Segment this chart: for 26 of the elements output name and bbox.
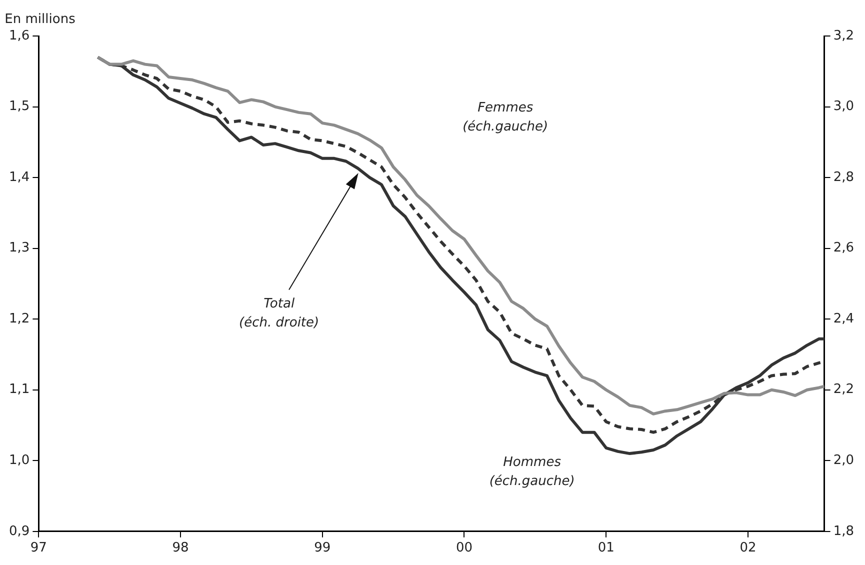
y-tick-label: 1,4 [8, 170, 30, 185]
y-tick-label: 1,5 [8, 99, 30, 114]
y2-tick-label: 3,2 [833, 28, 854, 44]
y-tick-label: 0,9 [8, 524, 30, 539]
y2-tick-label: 2,6 [833, 240, 854, 256]
annotation: Hommes (éch.gauche) [489, 454, 575, 489]
y-tick-label: 1,6 [8, 28, 30, 44]
y-tick-label: 1,2 [8, 311, 30, 326]
annotation: Total (éch. droite) [239, 296, 320, 330]
annotation: Femmes (éch.gauche) [462, 100, 548, 135]
y2-tick-label: 1,8 [833, 524, 854, 539]
x-tick-label: 98 [172, 540, 189, 556]
x-tick-label: 97 [30, 540, 47, 556]
y2-tick-label: 2,4 [833, 311, 854, 326]
y-tick-label: 1,1 [8, 382, 30, 398]
x-tick-label: 01 [598, 540, 614, 556]
y2-tick-label: 2,2 [833, 382, 854, 398]
y2-tick-label: 2,8 [833, 170, 854, 185]
y-tick-label: 1,3 [8, 240, 30, 256]
y2-tick-label: 2,0 [833, 453, 854, 468]
x-tick-label: 00 [456, 540, 473, 556]
x-tick-label: 99 [314, 540, 331, 556]
y-axis-title: En millions [4, 12, 76, 27]
y-tick-label: 1,0 [8, 453, 30, 468]
x-tick-label: 02 [740, 540, 756, 556]
y2-tick-label: 3,0 [833, 99, 854, 114]
